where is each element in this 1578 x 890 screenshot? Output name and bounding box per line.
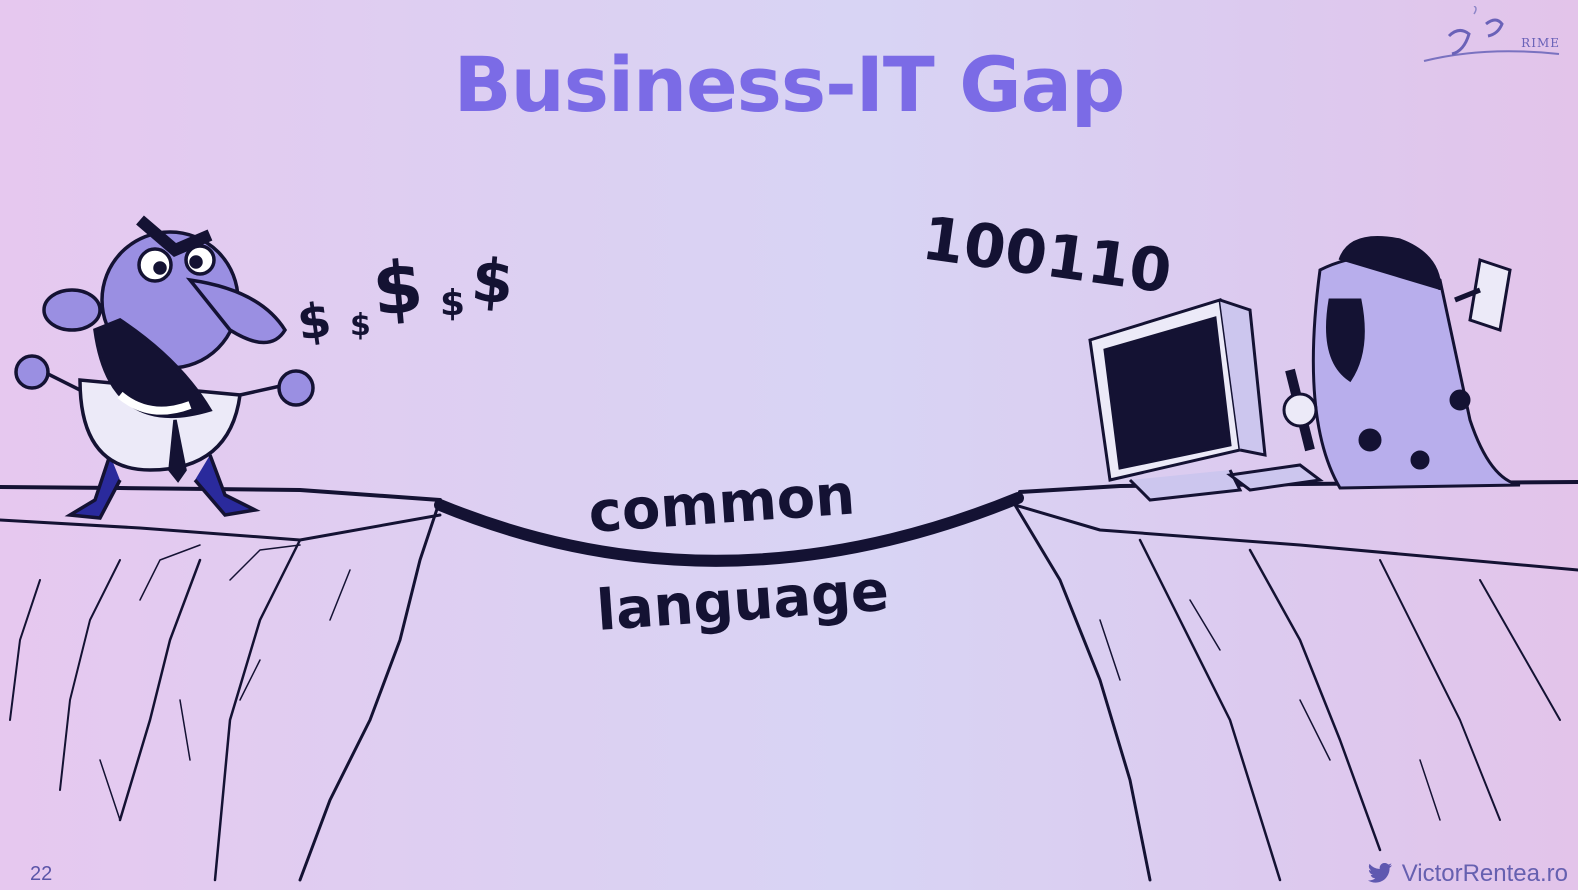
svg-text:$: $: [469, 245, 517, 318]
caveman-figure: [1282, 236, 1521, 490]
bridge-label-top: common: [586, 463, 857, 546]
businessman-figure: [14, 215, 315, 520]
twitter-handle: VictorRentea.ro: [1366, 860, 1568, 888]
bridge-label-bottom: language: [594, 559, 890, 644]
svg-text:$: $: [294, 292, 335, 352]
computer-monitor: [1088, 298, 1324, 502]
page-number: 22: [30, 863, 53, 885]
money-symbols: $ $ $ $ $: [294, 244, 517, 352]
logo-text: RIME: [1521, 36, 1560, 50]
svg-text:$: $: [369, 244, 426, 332]
slide-title: Business-IT Gap: [453, 40, 1126, 129]
svg-text:$: $: [350, 308, 371, 343]
twitter-icon: [1367, 863, 1392, 883]
handle-text[interactable]: VictorRentea.ro: [1401, 860, 1568, 887]
svg-text:$: $: [440, 283, 465, 324]
j-prime-logo: [1423, 6, 1560, 62]
